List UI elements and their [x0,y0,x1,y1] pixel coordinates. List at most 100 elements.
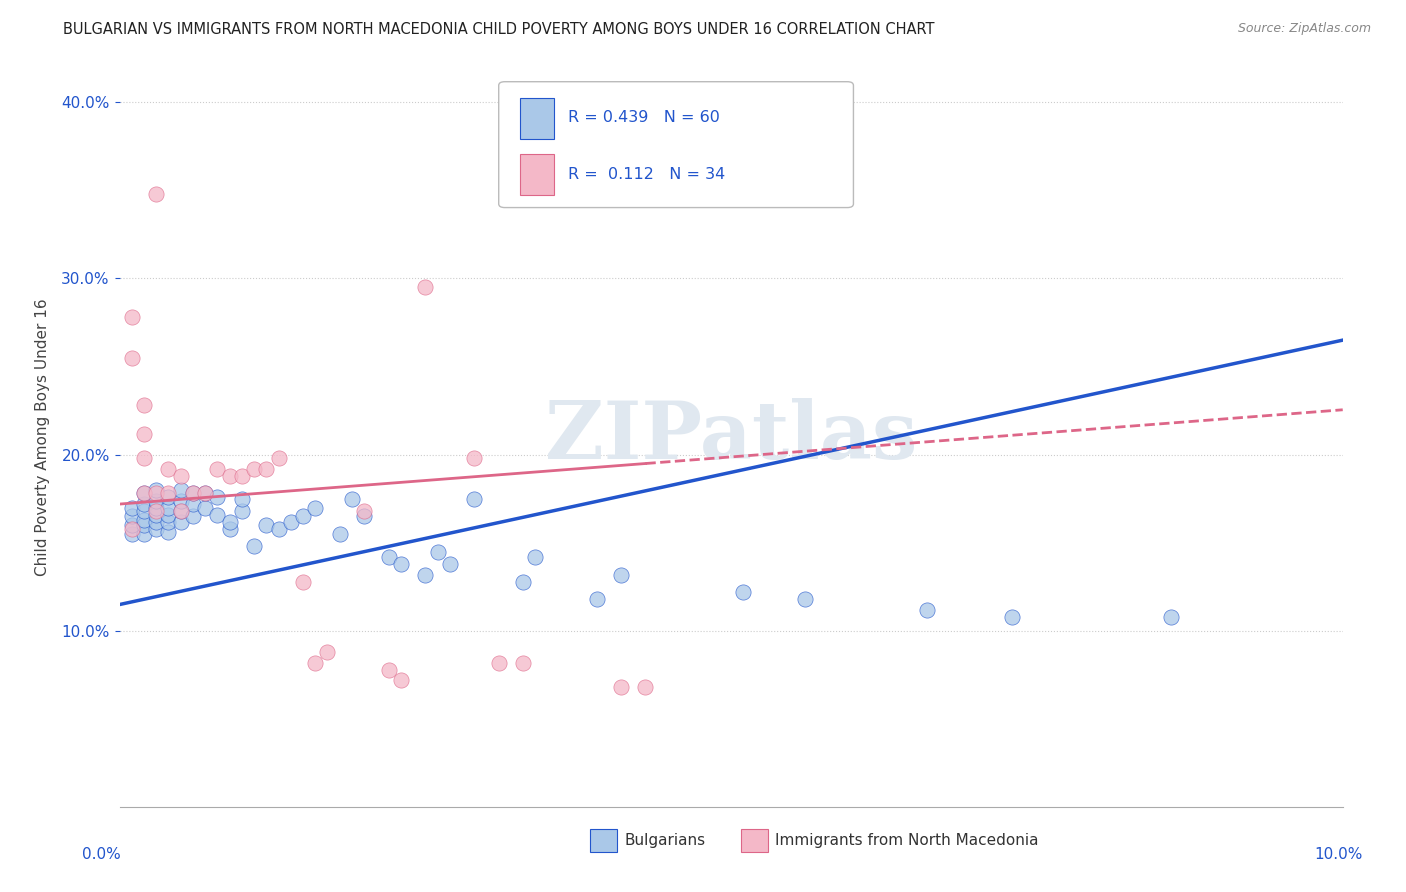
Text: Bulgarians: Bulgarians [624,833,706,848]
Point [169,504,191,518]
Point [157,490,180,504]
Point [121,509,143,524]
FancyBboxPatch shape [591,830,617,852]
Text: R =  0.112   N = 34: R = 0.112 N = 34 [568,167,725,182]
Point [267,451,290,466]
Point [254,518,277,533]
Point [194,486,217,500]
Point [181,486,204,500]
Point [218,515,240,529]
Point [353,504,375,518]
Point [426,544,449,558]
Point [194,500,217,515]
Point [231,491,253,506]
Text: 10.0%: 10.0% [1315,847,1362,862]
Point [132,451,155,466]
Point [610,681,633,695]
Point [132,518,155,533]
Y-axis label: Child Poverty Among Boys Under 16: Child Poverty Among Boys Under 16 [35,298,51,576]
Point [243,462,266,476]
Point [280,515,302,529]
Point [121,518,143,533]
Point [488,656,510,670]
Point [132,513,155,527]
Point [304,500,326,515]
Point [181,497,204,511]
Point [512,574,534,589]
Point [145,493,167,508]
Point [207,462,229,476]
Point [1160,610,1182,624]
Point [169,504,191,518]
Point [169,483,191,497]
Point [231,504,253,518]
Point [340,491,363,506]
Point [267,522,290,536]
Point [157,525,180,540]
Point [132,497,155,511]
Point [132,398,155,412]
Point [169,468,191,483]
Point [377,663,399,677]
Point [231,468,253,483]
Point [145,486,167,500]
Point [132,486,155,500]
Point [157,508,180,522]
Point [585,592,607,607]
Point [316,645,339,659]
Point [132,504,155,518]
Point [512,656,534,670]
Point [157,500,180,515]
Point [121,522,143,536]
Point [121,500,143,515]
Point [254,462,277,476]
Point [463,451,485,466]
Point [194,486,217,500]
Point [145,522,167,536]
Point [157,515,180,529]
Point [389,557,412,571]
Point [353,509,375,524]
Point [413,567,436,582]
Text: BULGARIAN VS IMMIGRANTS FROM NORTH MACEDONIA CHILD POVERTY AMONG BOYS UNDER 16 C: BULGARIAN VS IMMIGRANTS FROM NORTH MACED… [63,22,935,37]
Point [292,574,315,589]
Point [145,515,167,529]
Point [304,656,326,670]
Text: Source: ZipAtlas.com: Source: ZipAtlas.com [1237,22,1371,36]
Point [793,592,815,607]
Point [121,351,143,365]
Text: 0.0%: 0.0% [82,847,121,862]
Point [145,483,167,497]
Point [292,509,315,524]
Point [524,549,547,564]
Point [463,491,485,506]
Point [439,557,461,571]
Point [145,504,167,518]
Point [121,310,143,325]
Point [157,486,180,500]
Point [207,490,229,504]
Point [132,486,155,500]
Point [329,527,352,541]
Point [132,527,155,541]
Point [121,527,143,541]
FancyBboxPatch shape [741,830,768,852]
Point [181,486,204,500]
Text: Immigrants from North Macedonia: Immigrants from North Macedonia [775,833,1039,848]
Point [610,567,633,582]
Point [733,585,755,599]
Text: R = 0.439   N = 60: R = 0.439 N = 60 [568,111,720,126]
Point [243,540,266,554]
Point [413,280,436,294]
Point [915,603,938,617]
Text: ZIPatlas: ZIPatlas [546,398,917,476]
Point [1001,610,1024,624]
FancyBboxPatch shape [499,82,853,208]
Point [181,509,204,524]
Point [207,508,229,522]
Point [145,186,167,201]
FancyBboxPatch shape [519,98,554,139]
Point [377,549,399,564]
Point [132,426,155,441]
Point [218,522,240,536]
